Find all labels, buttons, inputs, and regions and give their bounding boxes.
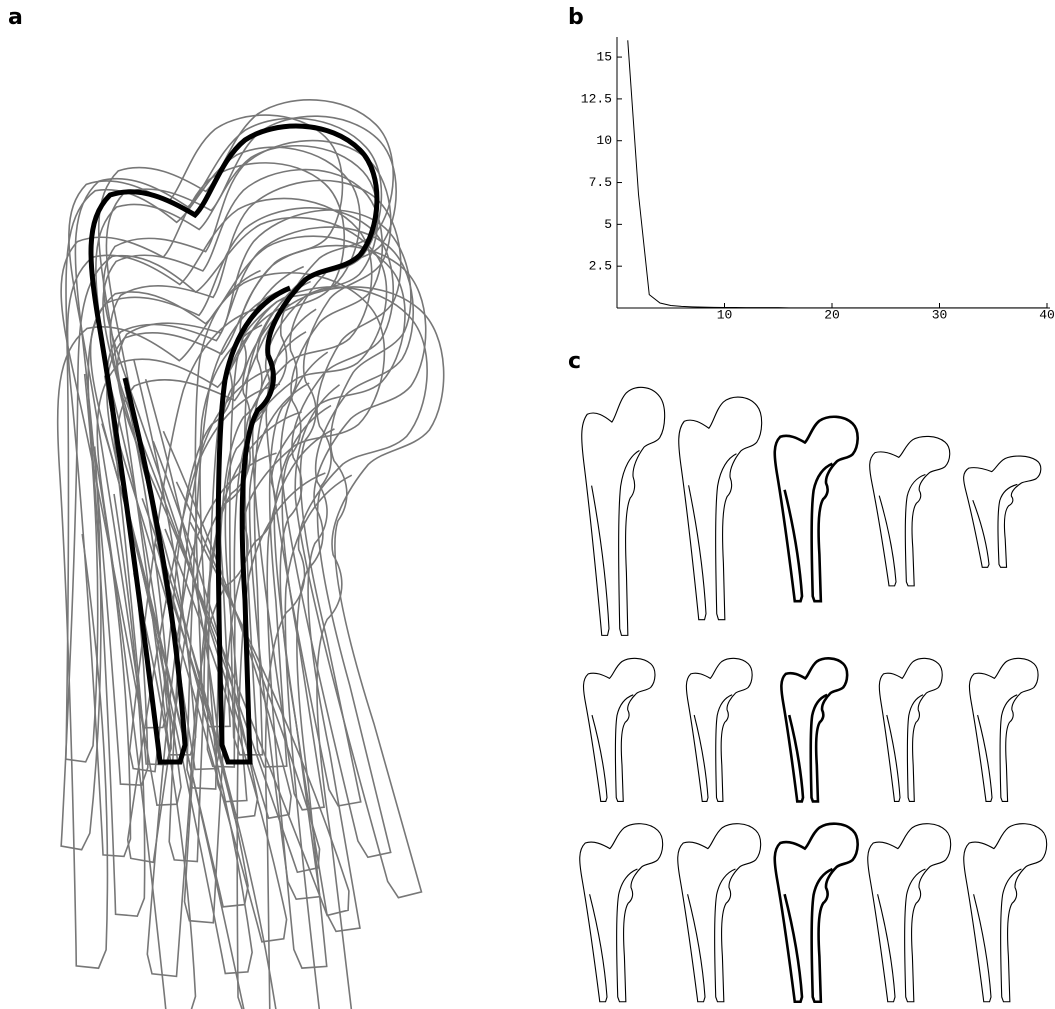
y-tick-label: 5: [604, 217, 612, 232]
aligned-outlines: [0, 99, 556, 1009]
y-tick-label: 12.5: [581, 91, 612, 106]
x-tick-label: 10: [717, 307, 733, 322]
panel-label: c: [568, 349, 581, 374]
y-tick-label: 7.5: [589, 175, 612, 190]
eigenvalue-chart: 2.5 5 7.5 10 12.5 15 10 20 30 40: [581, 37, 1055, 322]
x-tick-label: 30: [932, 307, 948, 322]
x-tick-label: 40: [1039, 307, 1055, 322]
panel-label: b: [568, 5, 584, 30]
panel-label: a: [8, 5, 23, 30]
x-tick-label: 20: [824, 307, 840, 322]
series-line: [627, 40, 1047, 309]
y-tick-label: 10: [596, 133, 612, 148]
y-tick-label: 2.5: [589, 259, 612, 274]
shape-modes: [579, 387, 1047, 1003]
y-tick-label: 15: [596, 50, 612, 65]
